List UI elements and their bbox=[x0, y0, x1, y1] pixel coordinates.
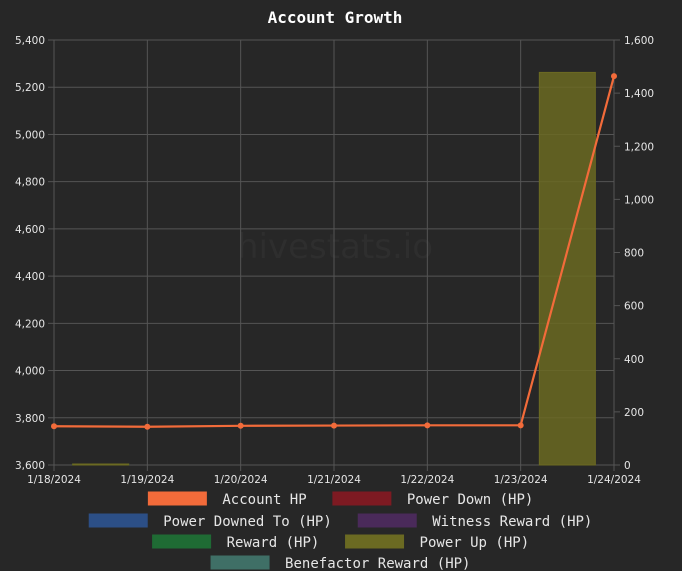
legend-label: Power Up (HP) bbox=[420, 535, 530, 551]
legend-swatch bbox=[357, 513, 417, 528]
right-tick-label: 600 bbox=[624, 301, 644, 313]
x-tick-label: 1/19/2024 bbox=[120, 474, 174, 486]
x-tick-label: 1/22/2024 bbox=[400, 474, 454, 486]
right-tick-label: 400 bbox=[624, 354, 644, 366]
data-point bbox=[144, 423, 151, 430]
left-tick-label: 3,600 bbox=[15, 460, 45, 472]
legend-label: Power Down (HP) bbox=[407, 492, 533, 508]
left-tick-label: 4,400 bbox=[15, 271, 45, 283]
left-tick-label: 4,600 bbox=[15, 224, 45, 236]
legend-swatch bbox=[88, 513, 148, 528]
data-point bbox=[517, 422, 524, 429]
data-point bbox=[424, 422, 431, 429]
left-tick-label: 4,200 bbox=[15, 318, 45, 330]
legend-swatch bbox=[152, 534, 212, 549]
legend-swatch bbox=[147, 491, 207, 506]
left-tick-label: 4,000 bbox=[15, 366, 45, 378]
chart-title: Account Growth bbox=[268, 8, 403, 27]
watermark-text: hivestats.io bbox=[237, 227, 433, 267]
right-tick-label: 1,600 bbox=[624, 35, 654, 47]
left-tick-label: 4,800 bbox=[15, 177, 45, 189]
line-series bbox=[51, 73, 617, 430]
left-axis-ticks: 3,600 3,800 4,000 4,200 4,400 4,600 4,800 5,000… bbox=[15, 35, 54, 472]
right-tick-label: 1,400 bbox=[624, 88, 654, 100]
x-tick-label: 1/21/2024 bbox=[307, 474, 361, 486]
data-point bbox=[611, 73, 617, 80]
right-tick-label: 0 bbox=[624, 460, 631, 472]
legend-label: Witness Reward (HP) bbox=[432, 514, 592, 530]
right-tick-label: 1,000 bbox=[624, 194, 654, 206]
data-point bbox=[237, 422, 244, 429]
legend-swatch bbox=[210, 555, 270, 570]
x-tick-label: 1/24/2024 bbox=[587, 474, 641, 486]
left-tick-label: 5,400 bbox=[15, 35, 45, 47]
left-tick-label: 5,000 bbox=[15, 129, 45, 141]
legend-label: Account HP bbox=[222, 492, 306, 508]
bar-series bbox=[72, 71, 596, 466]
legend-label: Power Downed To (HP) bbox=[163, 514, 332, 530]
x-tick-label: 1/18/2024 bbox=[27, 474, 81, 486]
right-tick-label: 1,200 bbox=[624, 141, 654, 153]
legend-swatch bbox=[345, 534, 405, 549]
legend-swatch bbox=[332, 491, 392, 506]
legend-label: Reward (HP) bbox=[227, 535, 320, 551]
x-tick-label: 1/23/2024 bbox=[494, 474, 548, 486]
right-tick-label: 800 bbox=[624, 248, 644, 260]
legend: Account HP Power Down (HP) Power Downed To… bbox=[88, 491, 592, 571]
x-axis-ticks: 1/18/2024 1/19/2024 1/20/2024 1/21/2024 1/22… bbox=[27, 465, 641, 486]
data-point bbox=[331, 422, 337, 429]
right-axis-ticks: 0 200 400 600 800 1,000 1,200 1,400 1,600 bbox=[614, 35, 654, 472]
left-tick-label: 3,800 bbox=[15, 413, 45, 425]
left-tick-label: 5,200 bbox=[15, 82, 45, 94]
bar bbox=[72, 463, 130, 466]
right-tick-label: 200 bbox=[624, 407, 644, 419]
x-tick-label: 1/20/2024 bbox=[214, 474, 268, 486]
bar bbox=[538, 71, 596, 466]
grid-lines bbox=[53, 39, 615, 466]
data-point bbox=[51, 423, 57, 430]
legend-label: Benefactor Reward (HP) bbox=[285, 556, 470, 571]
